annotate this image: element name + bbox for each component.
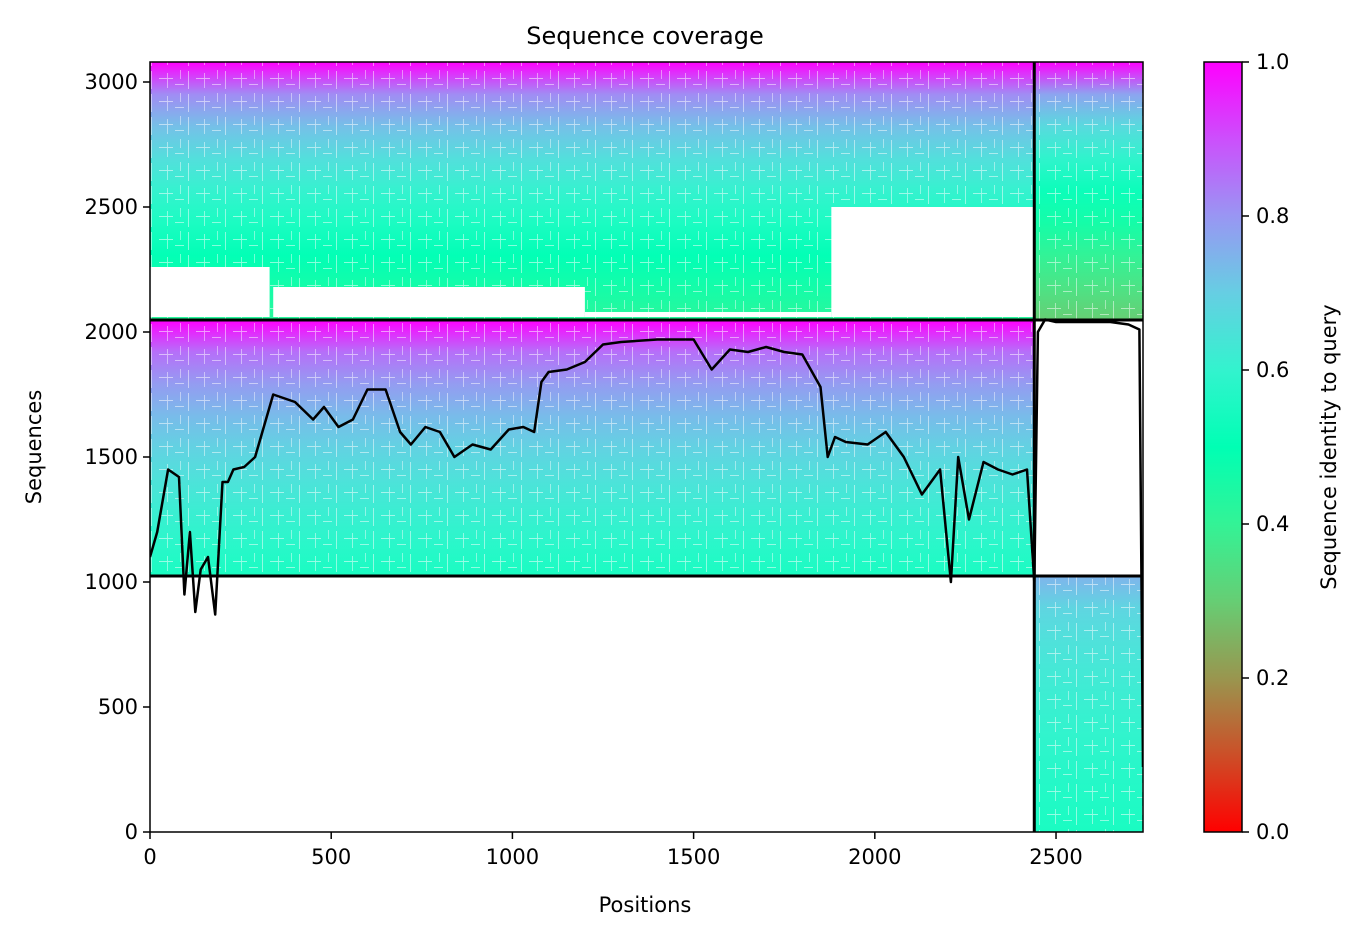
plot-frame (149, 61, 1144, 833)
y-tick-label: 1000 (85, 570, 138, 594)
y-tick-label: 2500 (85, 195, 138, 219)
x-axis-ticks: 0 500 1000 1500 2000 2500 (143, 832, 1083, 869)
colorbar-label: Sequence identity to query (1317, 304, 1341, 589)
x-tick-label: 0 (143, 845, 156, 869)
coverage-line-layer (150, 318, 1143, 768)
heatmap-block-gaps (1034, 576, 1143, 832)
heatmap-block-gaps (1034, 62, 1143, 320)
x-axis-label: Positions (599, 893, 692, 917)
y-tick-label: 3000 (85, 70, 138, 94)
colorbar (1203, 61, 1243, 833)
y-axis-label: Sequences (22, 390, 46, 505)
uncovered-region (584, 312, 832, 317)
coverage-line (150, 318, 1143, 768)
x-tick-label: 1500 (667, 845, 720, 869)
y-tick-label: 1500 (85, 445, 138, 469)
colorbar-tick-label: 1.0 (1256, 50, 1289, 74)
colorbar-tick-label: 0.8 (1256, 204, 1289, 228)
uncovered-region (831, 207, 1035, 317)
y-tick-label: 0 (125, 820, 138, 844)
colorbar-tick-label: 0.2 (1256, 666, 1289, 690)
heatmap-gaps (150, 62, 1143, 832)
uncovered-region (273, 287, 585, 317)
colorbar-tick-label: 0.6 (1256, 358, 1289, 382)
y-axis-ticks: 0 500 1000 1500 2000 2500 3000 (85, 70, 150, 844)
colorbar-ticks: 0.0 0.2 0.4 0.6 0.8 1.0 (1242, 50, 1289, 844)
x-tick-label: 2500 (1029, 845, 1082, 869)
uncovered-region (150, 267, 270, 317)
x-tick-label: 2000 (848, 845, 901, 869)
x-tick-label: 1000 (486, 845, 539, 869)
colorbar-tick-label: 0.0 (1256, 820, 1289, 844)
x-tick-label: 500 (311, 845, 351, 869)
block-dividers (150, 62, 1143, 832)
colorbar-tick-label: 0.4 (1256, 512, 1289, 536)
y-tick-label: 500 (98, 695, 138, 719)
chart-title: Sequence coverage (526, 22, 763, 50)
heatmap-block-gaps (150, 320, 1035, 576)
y-tick-label: 2000 (85, 320, 138, 344)
